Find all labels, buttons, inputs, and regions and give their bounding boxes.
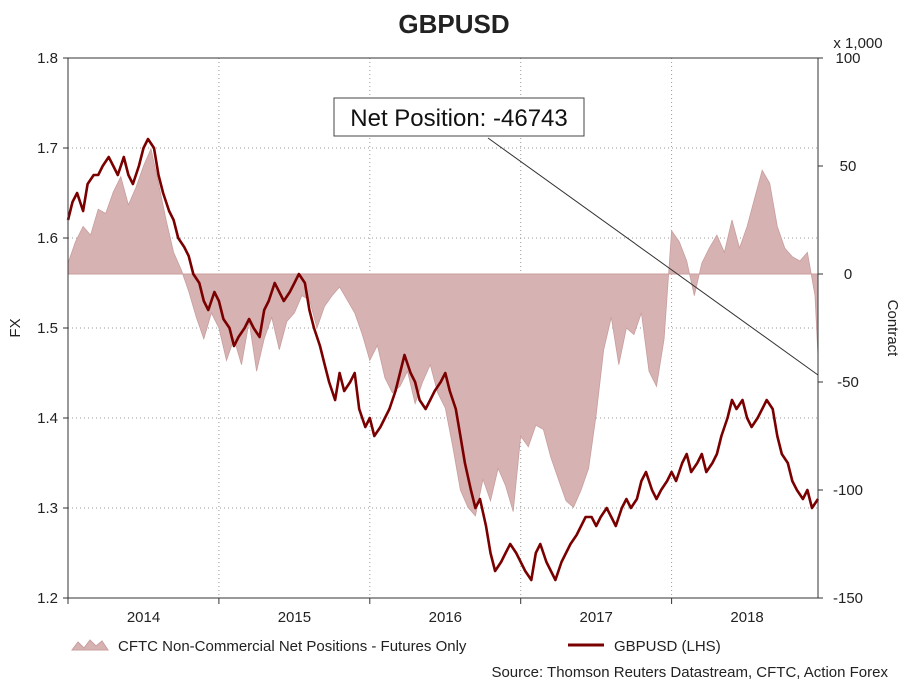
annotation-text: Net Position: -46743 — [350, 105, 567, 132]
annotation-leader-line — [487, 137, 819, 376]
x-axis: 2014 2015 2016 2017 2018 — [67, 598, 764, 626]
x-tick-label: 2014 — [127, 609, 160, 626]
legend: CFTC Non-Commercial Net Positions - Futu… — [71, 638, 721, 655]
x-tick-label: 2016 — [429, 609, 462, 626]
right-tick-label: 0 — [844, 266, 852, 283]
net-positions-area-path — [67, 147, 819, 517]
right-tick-label: -100 — [833, 482, 863, 499]
x-tick-label: 2015 — [278, 609, 311, 626]
right-tick-label: 50 — [840, 158, 857, 175]
chart-title: GBPUSD — [398, 9, 509, 39]
legend-line-label: GBPUSD (LHS) — [614, 638, 721, 655]
gbpusd-polyline — [66, 137, 820, 582]
left-tick-label: 1.4 — [37, 410, 58, 427]
left-tick-label: 1.2 — [37, 590, 58, 607]
left-tick-label: 1.6 — [37, 230, 58, 247]
legend-area-label: CFTC Non-Commercial Net Positions - Futu… — [118, 638, 467, 655]
annotation-box — [333, 97, 585, 137]
left-tick-label: 1.5 — [37, 320, 58, 337]
right-tick-label: 100 — [835, 50, 860, 67]
right-axis: -150 -100 -50 0 50 100 — [818, 50, 863, 607]
left-axis: 1.2 1.3 1.4 1.5 1.6 1.7 1.8 — [37, 50, 68, 607]
gbpusd-line — [66, 137, 820, 582]
left-tick-label: 1.7 — [37, 140, 58, 157]
right-tick-label: -50 — [837, 374, 859, 391]
left-tick-label: 1.3 — [37, 500, 58, 517]
right-axis-label: Contract — [884, 300, 901, 358]
x-tick-label: 2018 — [730, 609, 763, 626]
right-tick-label: -150 — [833, 590, 863, 607]
left-tick-label: 1.8 — [37, 50, 58, 67]
x-tick-label: 2017 — [580, 609, 613, 626]
left-axis-label: FX — [7, 318, 24, 337]
net-position-annotation: Net Position: -46743 — [333, 97, 819, 376]
legend-area-swatch — [71, 639, 109, 651]
right-axis-multiplier: x 1,000 — [833, 35, 882, 52]
net-positions-area — [67, 147, 819, 517]
source-note: Source: Thomson Reuters Datastream, CFTC… — [491, 664, 888, 681]
